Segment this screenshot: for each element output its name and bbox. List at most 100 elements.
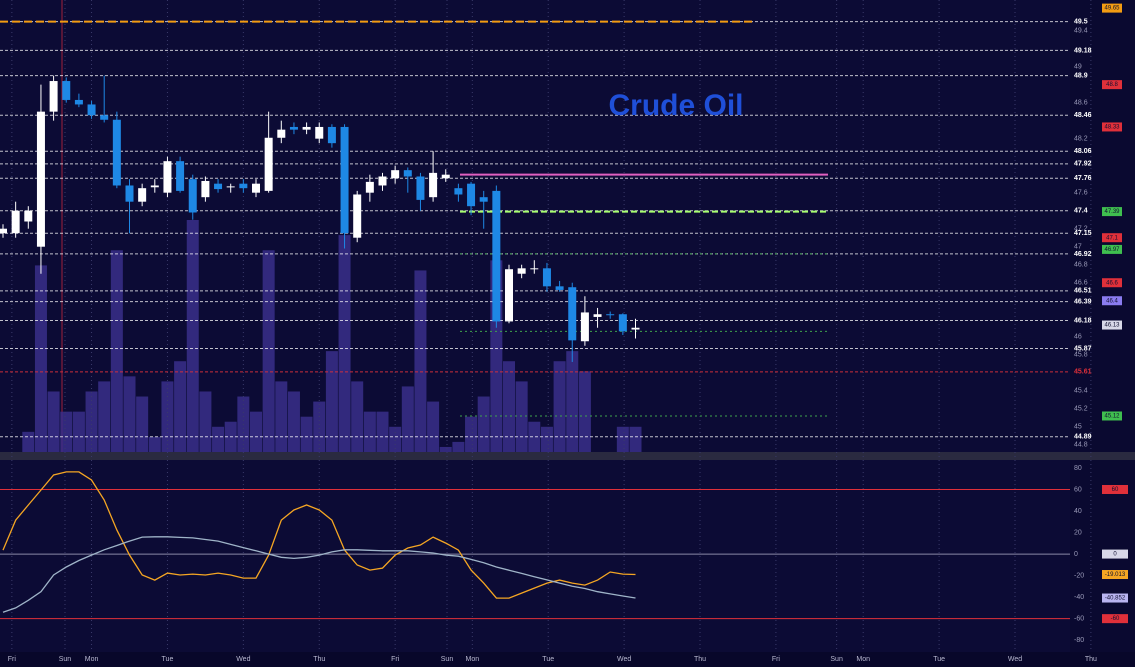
price-tag-label: 47.39 — [1104, 209, 1120, 215]
candle-body — [403, 170, 412, 177]
volume-bar — [287, 391, 300, 452]
volume-bar — [363, 411, 376, 452]
volume-bar — [401, 386, 414, 452]
candle-body — [188, 179, 197, 213]
x-tick-label: Mon — [85, 656, 99, 663]
y-tick-label: 47.6 — [1074, 190, 1088, 197]
candle-body — [618, 314, 627, 332]
volume-bar — [389, 426, 402, 452]
volume-bar — [72, 411, 85, 452]
candle-body — [100, 115, 109, 120]
level-label: 49.18 — [1074, 47, 1092, 54]
candle-body — [163, 161, 172, 193]
x-tick-label: Fri — [8, 656, 17, 663]
volume-bar — [528, 421, 541, 452]
candle-body — [542, 268, 551, 287]
candle-body — [378, 176, 387, 186]
level-label: 47.4 — [1074, 208, 1088, 215]
y-tick-label: 45.2 — [1074, 406, 1088, 413]
value-tag — [1102, 484, 1128, 494]
volume-bar — [250, 411, 262, 452]
candle-body — [11, 210, 20, 234]
price-panel: 49.44948.648.247.647.24746.846.64645.845… — [0, 0, 1122, 652]
volume-bar — [123, 376, 136, 452]
y-tick-label: 20 — [1074, 529, 1082, 536]
price-tag-label: 48.33 — [1104, 125, 1120, 131]
x-tick-label: Thu — [1085, 656, 1097, 663]
oscillator-line — [2, 536, 636, 613]
volume-bar — [553, 361, 566, 452]
x-tick-label: Wed — [236, 656, 250, 663]
time-axis-area — [0, 652, 1135, 667]
x-tick-label: Fri — [391, 656, 400, 663]
candle-body — [62, 81, 71, 100]
candle-body — [74, 99, 83, 105]
oscillator-line — [2, 471, 636, 599]
candle-body — [125, 185, 134, 202]
volume-bar — [566, 351, 579, 452]
volume-bar — [186, 220, 199, 452]
y-tick-label: 60 — [1074, 486, 1082, 493]
candle-body — [302, 126, 311, 130]
candle-body — [150, 185, 159, 188]
y-tick-label: 46.6 — [1074, 280, 1088, 287]
candle-body — [214, 183, 223, 190]
candle-body — [555, 286, 564, 290]
volume-bar — [515, 381, 528, 452]
candle-body — [479, 197, 488, 202]
volume-bar — [351, 381, 364, 452]
value-tag-label: 0 — [1113, 552, 1117, 558]
y-tick-label: 46 — [1074, 334, 1082, 341]
x-tick-label: Sun — [441, 656, 454, 663]
candle-body — [593, 314, 602, 317]
value-tag-label: 60 — [1112, 487, 1119, 493]
x-tick-label: Thu — [313, 656, 325, 663]
volume-bar — [47, 391, 60, 452]
candle-body — [315, 126, 324, 139]
y-tick-label: 80 — [1074, 465, 1082, 472]
volume-bar — [60, 411, 73, 452]
candle-body — [365, 181, 374, 193]
price-tag — [1102, 80, 1122, 90]
x-tick-label: Tue — [542, 656, 554, 663]
y-tick-label: 48.2 — [1074, 136, 1088, 143]
candle-body — [24, 210, 33, 222]
volume-bar — [136, 396, 149, 452]
volume-bar — [477, 396, 490, 452]
price-tag-label: 46.97 — [1104, 247, 1120, 253]
candle-body — [429, 172, 438, 198]
volume-bar — [578, 371, 591, 452]
candle-body — [505, 269, 513, 322]
panel-divider — [0, 452, 1135, 460]
volume-bar — [275, 381, 288, 452]
level-label: 45.61 — [1074, 369, 1092, 376]
value-tag — [1102, 549, 1128, 559]
price-tag — [1102, 411, 1122, 421]
value-tag-label: -40.852 — [1105, 596, 1126, 602]
candle-body — [239, 183, 248, 189]
value-tag-label: -60 — [1111, 616, 1120, 622]
price-tag — [1102, 207, 1122, 217]
value-tag — [1102, 614, 1128, 624]
volume-bar — [540, 426, 553, 452]
y-tick-label: 0 — [1074, 551, 1078, 558]
level-label: 47.76 — [1074, 175, 1092, 182]
candle-body — [391, 170, 400, 179]
price-tag — [1102, 278, 1122, 288]
y-tick-label: 45 — [1074, 424, 1082, 431]
volume-bar — [452, 441, 465, 452]
volume-bar — [414, 270, 427, 452]
candle-body — [277, 129, 286, 138]
y-tick-label: 47 — [1074, 244, 1082, 251]
price-tag — [1102, 233, 1122, 243]
candle-body — [327, 126, 336, 144]
y-tick-label: 44.8 — [1074, 442, 1088, 449]
volume-bar — [199, 391, 212, 452]
candle-body — [36, 111, 45, 247]
x-tick-label: Mon — [856, 656, 870, 663]
level-label: 49.5 — [1074, 18, 1088, 25]
level-label: 47.92 — [1074, 161, 1092, 168]
volume-bar — [98, 381, 111, 452]
